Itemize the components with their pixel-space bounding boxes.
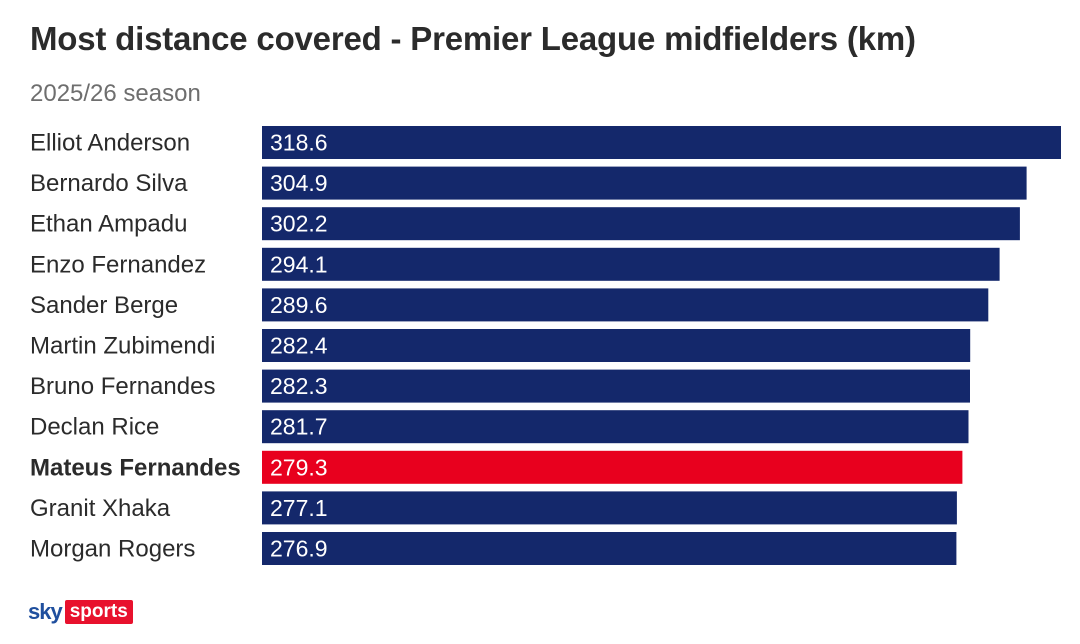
category-label: Bruno Fernandes <box>30 373 215 400</box>
value-label: 294.1 <box>270 251 328 277</box>
chart-title: Most distance covered - Premier League m… <box>30 20 916 57</box>
category-label: Morgan Rogers <box>30 536 195 563</box>
value-label: 302.2 <box>270 211 328 237</box>
bar <box>262 166 1027 200</box>
category-label: Elliot Anderson <box>30 130 190 157</box>
category-label: Sander Berge <box>30 292 178 319</box>
logo-sports-text: sports <box>64 600 133 624</box>
value-label: 304.9 <box>270 170 328 196</box>
value-label: 282.3 <box>270 373 328 399</box>
value-label: 318.6 <box>270 130 328 156</box>
chart-subtitle: 2025/26 season <box>30 80 201 107</box>
bar <box>262 532 957 565</box>
sky-sports-logo: sky sports <box>28 598 133 626</box>
bar <box>262 369 970 403</box>
value-label: 279.3 <box>270 454 328 480</box>
value-label: 282.4 <box>270 333 328 359</box>
category-label: Martin Zubimendi <box>30 333 215 360</box>
bar <box>262 329 971 362</box>
value-label: 289.6 <box>270 292 328 318</box>
category-label: Bernardo Silva <box>30 170 188 197</box>
value-label: 277.1 <box>270 495 328 521</box>
category-label: Enzo Fernandez <box>30 251 206 278</box>
category-label: Ethan Ampadu <box>30 211 187 238</box>
bar-highlight <box>262 450 963 484</box>
value-label: 281.7 <box>270 414 328 440</box>
bar <box>262 126 1061 159</box>
bar <box>262 247 1000 281</box>
category-label: Mateus Fernandes <box>30 454 241 481</box>
bar <box>262 288 989 322</box>
category-label: Granit Xhaka <box>30 495 171 522</box>
bar <box>262 410 969 444</box>
category-label: Declan Rice <box>30 414 159 441</box>
logo-sky-text: sky <box>28 599 63 624</box>
bar <box>262 491 957 525</box>
bar <box>262 207 1020 241</box>
value-label: 276.9 <box>270 536 328 562</box>
